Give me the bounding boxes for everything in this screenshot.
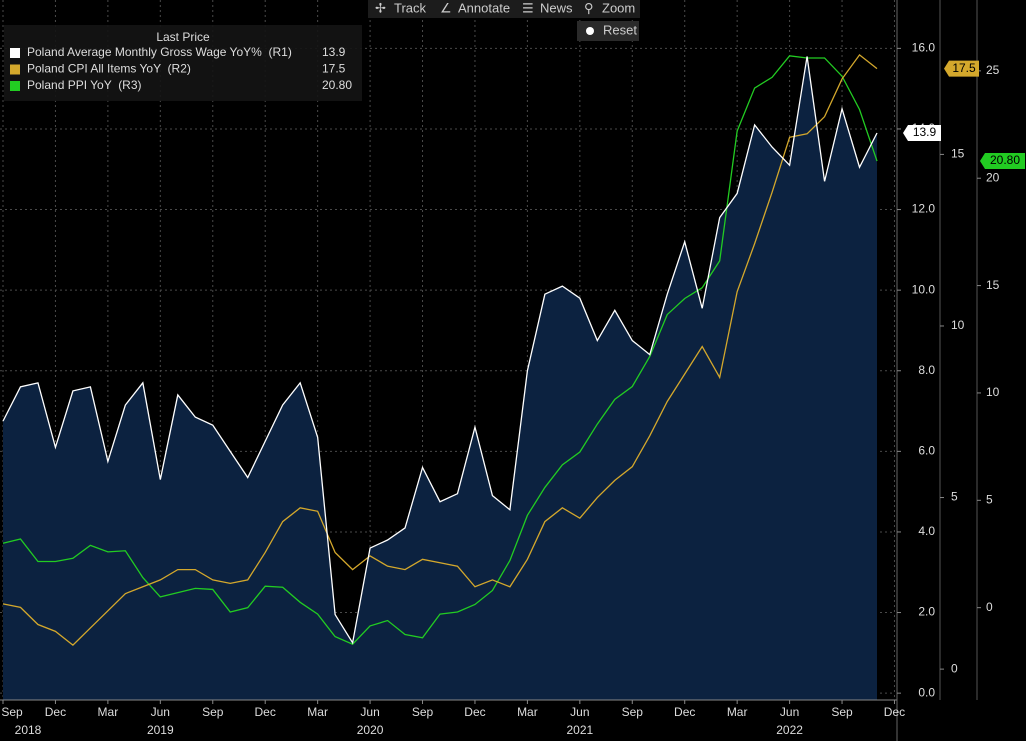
y-tick-label: 8.0 (918, 363, 935, 377)
y-tick-label: 10.0 (912, 282, 936, 296)
y-tick-label: 4.0 (918, 524, 935, 538)
year-label: 2021 (566, 723, 593, 737)
y2-tick-label: 0 (951, 661, 958, 675)
x-tick-label: Sep (831, 705, 853, 719)
icon: ⚲ (584, 0, 594, 15)
legend-value: 13.9 (322, 45, 346, 59)
x-tick-label: Sep (622, 705, 644, 719)
legend-label: Poland CPI All Items YoY (R2) (27, 62, 191, 76)
legend-label: Poland PPI YoY (R3) (27, 78, 142, 92)
plot (2, 53, 878, 700)
x-tick-label: Sep (202, 705, 224, 719)
x-tick-label: Sep (412, 705, 434, 719)
x-tick-label: Jun (780, 705, 799, 719)
y-tick-label: 2.0 (918, 605, 935, 619)
y-tick-label: 12.0 (912, 202, 936, 216)
x-tick-label: Mar (517, 705, 538, 719)
legend-swatch (10, 48, 20, 58)
x-tick-label: Dec (464, 705, 485, 719)
y-tick-label: 6.0 (918, 444, 935, 458)
y3-tick-label: 0 (986, 600, 993, 614)
y-tick-label: 16.0 (912, 41, 936, 55)
y-tick-label: 0.0 (918, 685, 935, 699)
x-tick-label: Mar (727, 705, 748, 719)
legend-value: 17.5 (322, 62, 346, 76)
year-label: 2018 (15, 723, 42, 737)
last-price-tag (903, 124, 941, 141)
y2-tick-label: 15 (951, 147, 965, 161)
line (2, 53, 878, 646)
x-tick-label: Dec (255, 705, 276, 719)
legend-box (4, 25, 362, 101)
line (2, 56, 878, 645)
axes: Sep Dec Mar Jun Sep Dec Mar Jun Sep Dec Mar Jun Sep D… (1, 41, 1025, 737)
y3-tick-label: 15 (986, 278, 1000, 292)
legend-label: Poland Average Monthly Gross Wage YoY% (… (27, 45, 292, 59)
y3-tick-label: 5 (986, 492, 993, 506)
x-tick-label: Dec (884, 705, 905, 719)
legend-title: Last Price (156, 30, 210, 44)
last-price-label: 20.80 (990, 153, 1020, 167)
legend-swatch (10, 64, 20, 75)
x-tick-label: Sep (1, 705, 23, 719)
year-label: 2022 (776, 723, 803, 737)
reset-button[interactable]: Reset (603, 22, 637, 37)
last-price-tag (944, 60, 979, 77)
y3-tick-label: 10 (986, 385, 1000, 399)
legend-value: 20.80 (322, 78, 352, 92)
y3-tick-label: 20 (986, 170, 1000, 184)
x-tick-label: Mar (98, 705, 119, 719)
x-tick-label: Jun (570, 705, 589, 719)
news-button[interactable]: News (540, 0, 573, 15)
track-button[interactable]: Track (394, 0, 427, 15)
last-price-tag (980, 153, 1025, 170)
x-tick-label: Jun (151, 705, 170, 719)
x-tick-label: Jun (360, 705, 379, 719)
zoom-button[interactable]: Zoom (602, 0, 635, 15)
reset-bg[interactable] (577, 21, 639, 41)
icon: ☰ (522, 0, 534, 15)
reset-icon (586, 27, 594, 35)
x-tick-label: Dec (674, 705, 695, 719)
icon: ✢ (375, 0, 386, 15)
legend-swatch (10, 81, 20, 91)
legend-rows: Poland Average Monthly Gross Wage YoY% (… (10, 45, 352, 92)
last-price-label: 17.5 (952, 61, 976, 75)
y3-tick-label: 25 (986, 63, 1000, 77)
y2-tick-label: 5 (951, 490, 958, 504)
icon: ∠ (440, 0, 452, 15)
toolbar: ✢ Track ∠ Annotate ☰ News ⚲ Zoom Reset (368, 0, 640, 41)
year-label: 2020 (357, 723, 384, 737)
x-tick-label: Mar (307, 705, 328, 719)
toolbar-bg (368, 0, 640, 18)
last-price-label: 13.9 (913, 125, 937, 139)
year-label: 2019 (147, 723, 174, 737)
legend: Last Price (4, 25, 362, 101)
area (3, 56, 877, 700)
annotate-button[interactable]: Annotate (458, 0, 510, 15)
x-tick-label: Dec (45, 705, 66, 719)
y2-tick-label: 10 (951, 318, 965, 332)
